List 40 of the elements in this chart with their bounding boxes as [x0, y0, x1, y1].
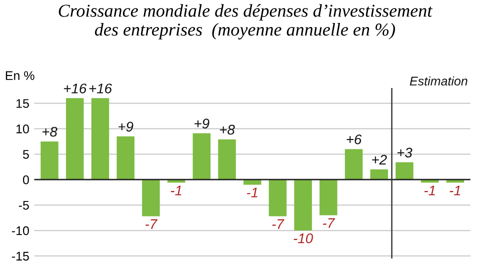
bar	[142, 180, 160, 216]
bar	[268, 180, 287, 216]
y-tick-label: -15	[12, 252, 29, 261]
chart-title: Croissance mondiale des dépenses d’investissement des entreprises (moyenne annuelle en %)	[58, 4, 433, 40]
bar	[320, 180, 338, 216]
bar	[294, 180, 312, 231]
data-label: +9	[118, 122, 134, 132]
bar	[344, 149, 363, 180]
y-tick-label: -10	[12, 226, 29, 236]
data-label: +2	[372, 154, 387, 165]
y-tick-label: 0	[22, 175, 29, 184]
bar	[66, 98, 84, 180]
y-tick-label: 10	[16, 124, 29, 134]
data-label: -7	[272, 219, 284, 229]
data-label: +9	[194, 118, 210, 129]
bar	[370, 169, 388, 180]
bar	[396, 162, 414, 180]
text: Estimation	[410, 76, 468, 86]
data-label: -1	[246, 188, 258, 198]
data-label: -10	[294, 233, 313, 244]
data-label: +8	[42, 126, 58, 137]
bar	[91, 98, 110, 180]
y-tick-label: -5	[18, 200, 29, 210]
data-label: -1	[424, 186, 435, 196]
y-axis-title: En %	[6, 71, 34, 80]
data-label: +3	[397, 148, 412, 158]
bar	[192, 133, 211, 180]
bar	[116, 136, 134, 180]
bar	[40, 141, 58, 180]
data-label: -1	[450, 186, 460, 196]
data-label: -1	[170, 186, 182, 196]
bar	[218, 139, 236, 180]
data-label: -7	[322, 218, 336, 228]
data-label: +6	[346, 134, 362, 144]
y-tick-label: 15	[16, 99, 29, 108]
data-label: +16	[64, 84, 87, 94]
data-label: +8	[220, 124, 235, 135]
data-label: -7	[145, 219, 158, 229]
data-label: +16	[89, 84, 112, 94]
y-tick-label: 5	[22, 150, 29, 159]
